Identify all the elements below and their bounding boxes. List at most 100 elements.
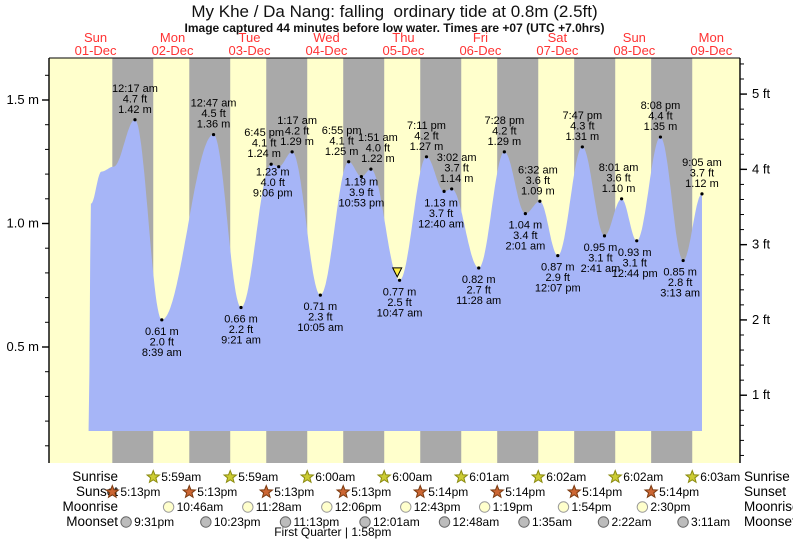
tide-high-ft-label: 4.1 ft <box>329 135 353 147</box>
tide-high-time-label: 6:55 pm <box>322 125 362 137</box>
tide-low-ft-label: 3.1 ft <box>622 257 646 269</box>
tide-event-dot <box>160 318 164 322</box>
tide-high-m-label: 1.14 m <box>440 173 474 185</box>
tide-event-dot <box>658 135 663 139</box>
tide-low-ft-label: 2.0 ft <box>150 336 174 348</box>
day-label-dow: Fri <box>473 30 488 45</box>
moonset-time: 10:23pm <box>214 515 261 529</box>
tide-low-m-label: 0.87 m <box>541 262 575 274</box>
tide-low-time-label: 10:05 am <box>297 322 343 334</box>
day-label-dow: Mon <box>160 30 185 45</box>
sunset-star-icon <box>258 484 274 499</box>
sunrise-star-icon <box>530 469 546 484</box>
tide-event-dot <box>133 118 137 122</box>
tide-high-ft-label: 4.0 ft <box>366 143 390 155</box>
tide-high-m-label: 1.24 m <box>247 148 281 160</box>
tide-event-dot <box>290 150 294 154</box>
tide-low-time-label: 8:39 am <box>142 347 182 359</box>
page-title: My Khe / Da Nang: falling ordinary tide … <box>191 2 598 21</box>
tide-low-time-label: 12:40 am <box>418 218 464 230</box>
tide-low-m-label: 0.93 m <box>618 247 652 259</box>
sunrise-time: 6:00am <box>315 470 355 484</box>
tide-event-dot <box>359 174 363 179</box>
tide-low-ft-label: 3.9 ft <box>349 187 373 199</box>
tide-event-dot <box>700 192 704 196</box>
moonset-circle-icon <box>279 516 292 528</box>
tide-low-time-label: 2:41 am <box>581 263 621 275</box>
tide-event-dot <box>369 167 373 171</box>
tide-high-ft-label: 4.5 ft <box>201 108 225 120</box>
tide-high-m-label: 1.29 m <box>280 136 314 148</box>
day-label-date: 04-Dec <box>306 43 348 58</box>
tide-low-m-label: 1.13 m <box>424 197 458 209</box>
moonrise-circle-icon <box>636 501 649 513</box>
moonset-circle-icon <box>518 516 530 528</box>
right-axis-tick-label: 1 ft <box>752 387 770 402</box>
day-label-dow: Thu <box>392 30 414 45</box>
tide-high-m-label: 1.29 m <box>488 136 522 148</box>
sunset-star-icon <box>643 484 659 499</box>
sunset-star-icon <box>566 484 582 499</box>
tide-low-m-label: 0.77 m <box>383 286 417 298</box>
tide-high-m-label: 1.10 m <box>602 183 636 195</box>
sunset-row-label-right: Sunset <box>744 484 786 499</box>
moon-phase-label: First Quarter | 1:58pm <box>274 525 391 539</box>
sunrise-star-icon <box>453 469 469 484</box>
sunrise-time: 6:01am <box>469 470 509 484</box>
tide-event-dot <box>450 187 454 191</box>
day-label-dow: Mon <box>699 30 724 45</box>
moonset-circle-icon <box>359 516 371 528</box>
sunset-time: 5:14pm <box>582 485 622 499</box>
moonset-time: 3:11am <box>691 515 730 529</box>
sunset-star-icon <box>412 484 428 499</box>
sunrise-time: 5:59am <box>238 470 278 484</box>
moonrise-time: 12:06pm <box>335 500 382 514</box>
tide-low-ft-label: 2.3 ft <box>308 312 332 324</box>
day-label-dow: Sun <box>623 30 646 45</box>
day-label-date: 07-Dec <box>536 43 578 58</box>
sunset-time: 5:13pm <box>197 485 237 499</box>
day-label-date: 02-Dec <box>152 43 194 58</box>
moonrise-circle-icon <box>242 501 254 513</box>
left-axis-tick-label: 0.5 m <box>6 339 39 354</box>
current-time-marker-icon <box>391 267 403 279</box>
tide-low-ft-label: 2.5 ft <box>387 297 411 309</box>
tide-high-ft-label: 3.6 ft <box>606 172 630 184</box>
day-label-dow: Tue <box>239 30 261 45</box>
moonset-row-label-left: Moonset <box>66 514 118 529</box>
sunrise-star-icon <box>222 469 238 484</box>
tide-high-time-label: 12:17 am <box>112 83 158 95</box>
moonrise-time: 2:30pm <box>650 500 690 514</box>
tide-high-m-label: 1.22 m <box>361 153 395 165</box>
sunrise-star-icon <box>684 469 700 484</box>
tide-low-m-label: 1.19 m <box>345 177 379 189</box>
moonrise-row-label-right: Moonrise <box>744 499 793 514</box>
tide-low-ft-label: 3.1 ft <box>588 252 612 264</box>
tide-low-ft-label: 3.7 ft <box>429 208 453 220</box>
day-label-date: 01-Dec <box>75 43 117 58</box>
moonrise-circle-icon <box>321 501 333 513</box>
tide-high-time-label: 7:28 pm <box>484 115 524 127</box>
sunrise-time: 6:00am <box>392 470 432 484</box>
sunset-row-label-left: Sunset <box>76 484 118 499</box>
day-label-date: 06-Dec <box>459 43 501 58</box>
tide-high-time-label: 8:08 pm <box>641 100 681 112</box>
tide-low-m-label: 0.66 m <box>224 313 258 325</box>
tide-high-time-label: 6:32 am <box>518 164 558 176</box>
sunrise-row-label-right: Sunrise <box>744 469 790 484</box>
tide-high-time-label: 12:47 am <box>191 98 237 110</box>
day-label-dow: Sun <box>84 30 107 45</box>
sunset-time: 5:13pm <box>274 485 314 499</box>
tide-low-ft-label: 2.7 ft <box>466 284 490 296</box>
moonrise-time: 10:46am <box>177 500 224 514</box>
tide-low-m-label: 0.71 m <box>304 301 338 313</box>
sunset-time: 5:13pm <box>351 485 391 499</box>
tide-low-m-label: 0.82 m <box>462 274 496 286</box>
moonset-time: 12:48am <box>453 515 500 529</box>
tide-high-ft-label: 4.1 ft <box>252 138 276 150</box>
tide-high-m-label: 1.42 m <box>118 104 152 116</box>
tide-high-ft-label: 4.4 ft <box>648 111 672 123</box>
tide-event-dot <box>318 293 322 297</box>
